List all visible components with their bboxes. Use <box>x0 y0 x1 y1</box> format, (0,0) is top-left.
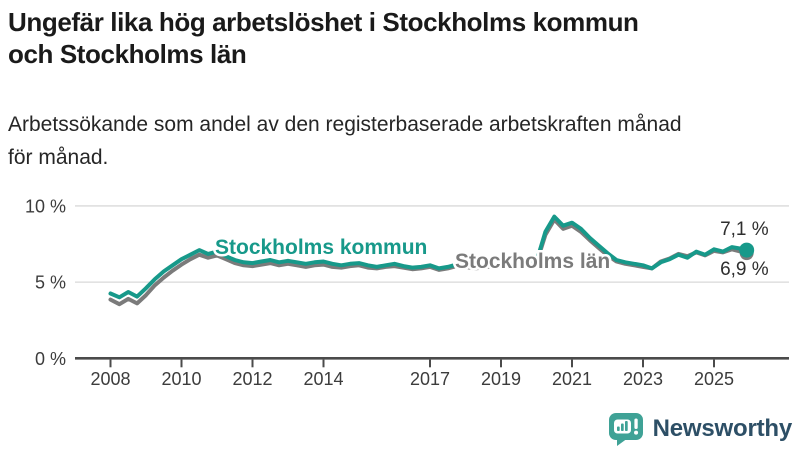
bar-chart-speech-bubble-icon <box>608 413 643 446</box>
x-tick-label: 2025 <box>694 369 734 389</box>
newsworthy-logo[interactable]: Newsworthy <box>608 412 792 446</box>
x-tick-label: 2010 <box>161 369 201 389</box>
end-value-label: 7,1 % <box>720 219 769 240</box>
chart-canvas: 2008 2010 2012 2014 2017 2019 2021 2023 2025 0 % 5… <box>25 196 789 389</box>
chart-subtitle: Arbetssökande som andel av den registerb… <box>8 108 682 174</box>
y-tick-label: 5 % <box>35 273 66 293</box>
lan-line <box>108 217 749 307</box>
unemployment-line-chart: 2008 2010 2012 2014 2017 2019 2021 2023 2025 0 % 5… <box>0 180 800 412</box>
x-tick-label: 2021 <box>552 369 592 389</box>
page-title: Ungefär lika hög arbetslöshet i Stockhol… <box>8 6 639 70</box>
newsworthy-wordmark: Newsworthy <box>652 415 793 442</box>
x-tick-label: 2023 <box>623 369 663 389</box>
kommun-line <box>108 214 749 300</box>
x-tick-label: 2014 <box>303 369 343 389</box>
kommun-end-dot <box>739 242 755 258</box>
end-value-label: 6,9 % <box>720 259 769 280</box>
y-tick-label: 0 % <box>35 349 66 369</box>
series-label: Stockholms län <box>455 250 610 273</box>
title-line-1: Ungefär lika hög arbetslöshet i Stockhol… <box>8 7 639 37</box>
x-tick-label: 2008 <box>90 369 130 389</box>
x-tick-label: 2012 <box>232 369 272 389</box>
title-line-2: och Stockholms län <box>8 39 247 69</box>
series-label: Stockholms kommun <box>215 236 427 259</box>
subtitle-line-1: Arbetssökande som andel av den registerb… <box>8 113 682 136</box>
y-tick-label: 10 % <box>25 196 66 216</box>
x-tick-label: 2017 <box>410 369 450 389</box>
subtitle-line-2: för månad. <box>8 146 109 169</box>
x-tick-label: 2019 <box>481 369 521 389</box>
